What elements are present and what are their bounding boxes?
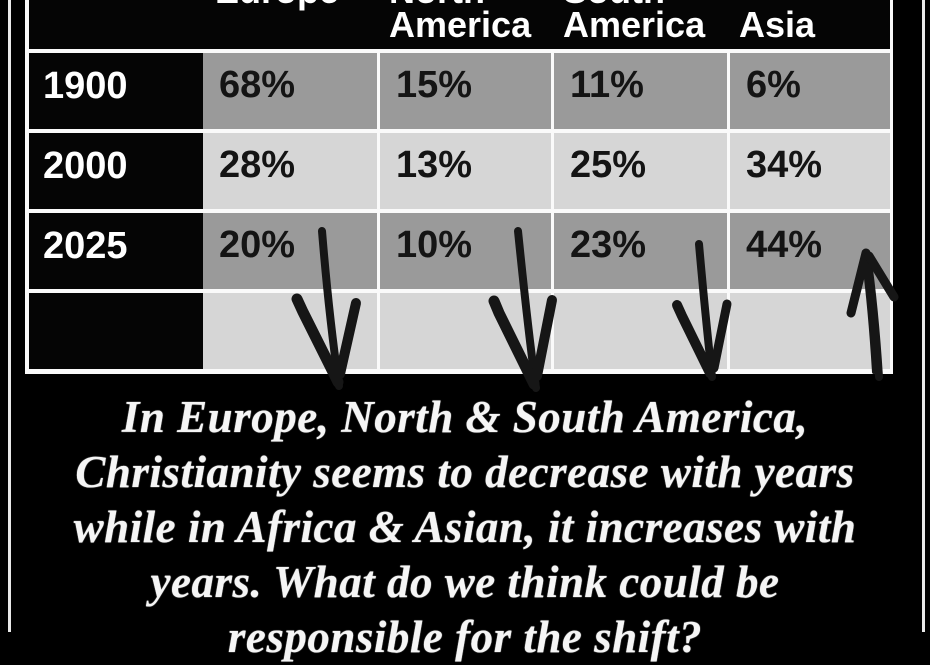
- image-frame-left: [8, 0, 11, 632]
- table-row-2000: 2000 28% 13% 25% 34%: [29, 129, 890, 209]
- value-1900-north-america: 15%: [377, 53, 551, 129]
- value-2025-asia: 44%: [727, 213, 890, 289]
- caption-line-3: while in Africa & Asian, it increases wi…: [73, 502, 857, 552]
- value-2025-north-america: 10%: [377, 213, 551, 289]
- row-label-1900: 1900: [29, 53, 203, 129]
- value-2000-north-america: 13%: [377, 133, 551, 209]
- caption-text: In Europe, North & South America, Christ…: [0, 390, 930, 665]
- header-cell-north-america: North America: [377, 0, 551, 49]
- row-label-2025: 2025: [29, 213, 203, 289]
- value-1900-europe: 68%: [203, 53, 377, 129]
- image-frame-right: [922, 0, 925, 632]
- value-1900-south-america: 11%: [551, 53, 727, 129]
- header-label-asia: Asia: [739, 4, 816, 45]
- caption-line-4: years. What do we think could be: [150, 557, 780, 607]
- header-cell-south-america: South America: [551, 0, 727, 49]
- table-row-empty: [29, 289, 890, 369]
- christianity-statistics-table: Europe North America South America Asia …: [25, 0, 893, 374]
- caption-line-1: In Europe, North & South America,: [121, 392, 809, 442]
- header-label-south-america: America: [563, 4, 706, 45]
- header-cell-europe: Europe: [203, 0, 377, 49]
- header-label-europe: Europe: [215, 0, 339, 12]
- value-2025-south-america: 23%: [551, 213, 727, 289]
- header-corner-cell: [29, 0, 203, 49]
- caption-line-5: responsible for the shift?: [227, 612, 703, 662]
- value-2025-europe: 20%: [203, 213, 377, 289]
- row-label-2000: 2000: [29, 133, 203, 209]
- table-row-2025: 2025 20% 10% 23% 44%: [29, 209, 890, 289]
- table-header-row: Europe North America South America Asia: [29, 0, 890, 49]
- table-row-1900: 1900 68% 15% 11% 6%: [29, 49, 890, 129]
- row-label-empty: [29, 293, 203, 369]
- value-2000-south-america: 25%: [551, 133, 727, 209]
- value-1900-asia: 6%: [727, 53, 890, 129]
- header-label-north-america: America: [389, 4, 532, 45]
- value-2000-asia: 34%: [727, 133, 890, 209]
- header-cell-asia: Asia: [727, 0, 890, 49]
- caption-line-2: Christianity seems to decrease with year…: [75, 447, 855, 497]
- value-2000-europe: 28%: [203, 133, 377, 209]
